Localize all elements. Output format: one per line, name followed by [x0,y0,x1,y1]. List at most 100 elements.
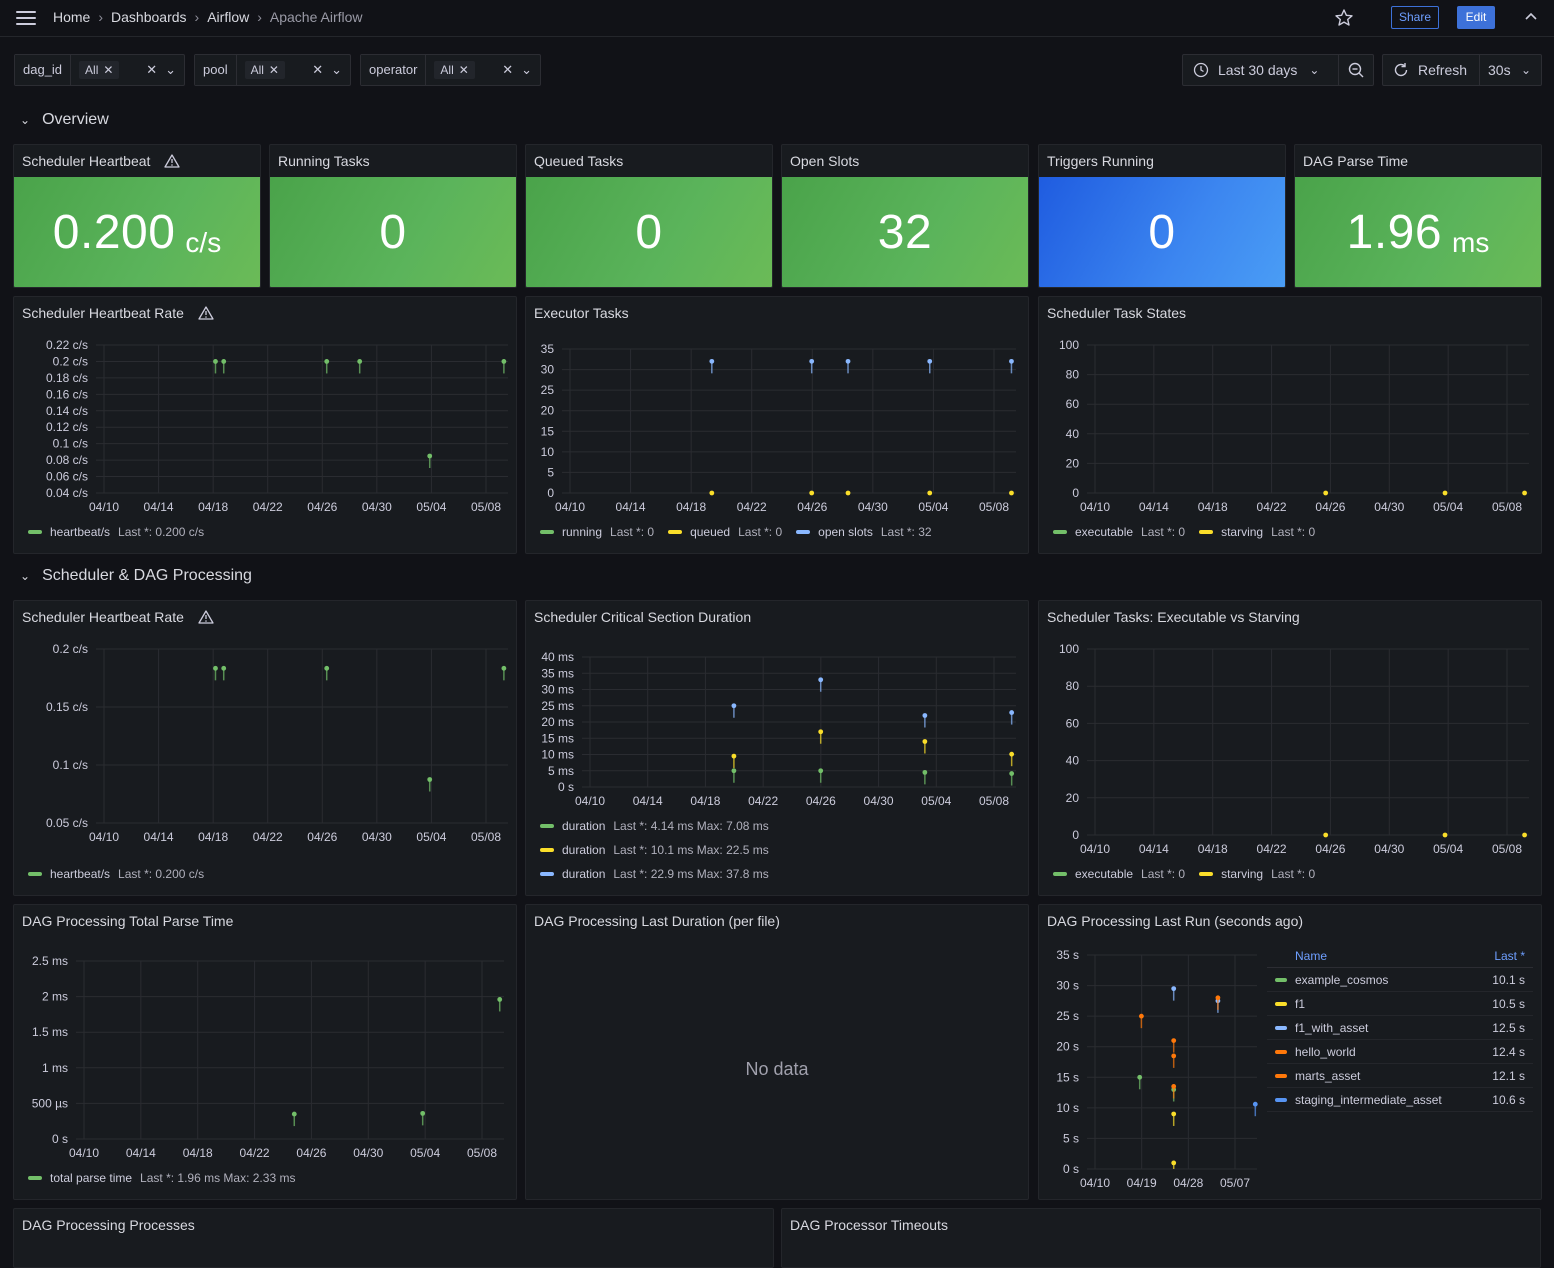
breadcrumb-dashboards[interactable]: Dashboards [111,9,187,25]
legend-last-header[interactable]: Last * [1494,949,1525,963]
y-tick-label: 2.5 ms [32,954,68,968]
x-tick-label: 05/08 [1492,842,1522,856]
panel-starv[interactable]: Scheduler Tasks: Executable vs Starving 0… [1038,600,1542,896]
y-tick-label: 25 [541,383,555,397]
row-overview[interactable]: ⌄ Overview [20,111,109,129]
stat-panel-triggers-running[interactable]: Triggers Running 0 [1038,144,1286,288]
stat-panel-scheduler-heartbeat[interactable]: Scheduler Heartbeat 0.200 c/s [13,144,261,288]
legend-swatch [540,824,554,828]
panel-dag-timeouts[interactable]: DAG Processor Timeouts [781,1208,1541,1268]
variable-pool[interactable]: pool All ✕ ✕ ⌄ [194,54,351,86]
chevron-up-icon[interactable] [1524,10,1538,24]
x-tick-label: 04/22 [1257,842,1287,856]
no-data-message: No data [745,1059,809,1079]
row-scheduler[interactable]: ⌄ Scheduler & DAG Processing [20,567,252,585]
legend-row[interactable]: example_cosmos 10.1 s [1267,968,1533,992]
chevron-down-icon[interactable]: ⌄ [1521,63,1532,77]
chart-legend[interactable]: heartbeat/s Last *: 0.200 c/s [28,867,204,881]
breadcrumb-airflow[interactable]: Airflow [207,9,250,25]
refresh-button[interactable]: Refresh [1418,62,1468,78]
panel-title: DAG Processing Last Duration (per file) [534,913,780,929]
legend-row[interactable]: marts_asset 12.1 s [1267,1064,1533,1088]
y-tick-label: 20 s [1056,1040,1079,1054]
x-tick-label: 04/22 [240,1146,270,1160]
chart-legend[interactable]: executable Last *: 0 starving Last *: 0 [1053,525,1315,539]
warning-icon[interactable] [198,610,214,624]
warning-icon[interactable] [198,306,214,320]
legend-row[interactable]: hello_world 12.4 s [1267,1040,1533,1064]
edit-button[interactable]: Edit [1457,6,1495,29]
refresh-interval[interactable]: 30s [1488,62,1511,78]
warning-icon[interactable] [164,154,181,168]
chart-legend[interactable]: duration Last *: 22.9 ms Max: 37.8 ms [540,867,769,881]
refresh-icon[interactable] [1393,62,1409,78]
variable-chip[interactable]: All ✕ [244,61,285,79]
panel-hb2[interactable]: Scheduler Heartbeat Rate 0.05 c/s 0.1 c/s 0… [13,600,517,896]
y-tick-label: 30 s [1056,979,1079,993]
y-tick-label: 15 [541,424,555,438]
zoom-out-icon[interactable] [1348,62,1364,78]
chart-legend[interactable]: duration Last *: 4.14 ms Max: 7.08 ms [540,819,769,833]
variable-dag-id[interactable]: dag_id All ✕ ✕ ⌄ [14,54,185,86]
x-tick-label: 04/22 [253,830,283,844]
time-range-picker[interactable]: Last 30 days ⌄ [1182,54,1374,86]
chart-svg: 0 s 5 ms 10 ms 15 ms 20 ms 25 ms 30 ms 35 ms 40 … [541,650,1016,808]
legend-name-header[interactable]: Name [1295,949,1328,963]
clear-icon[interactable]: ✕ [312,62,324,77]
chart-legend[interactable]: duration Last *: 10.1 ms Max: 22.5 ms [540,843,769,857]
chevron-down-icon: ⌄ [20,113,31,127]
series-name: duration [562,867,606,881]
stat-panel-queued-tasks[interactable]: Queued Tasks 0 [525,144,773,288]
stat-panel-dag-parse-time[interactable]: DAG Parse Time 1.96 ms [1294,144,1542,288]
chart-svg: 0.05 c/s 0.1 c/s 0.15 c/s 0.2 c/s 04/10 04/14… [46,642,508,844]
panel-title: Scheduler Task States [1047,305,1187,321]
stat-unit: ms [1452,227,1490,258]
legend-row[interactable]: f1_with_asset 12.5 s [1267,1016,1533,1040]
menu-icon[interactable] [16,11,36,25]
chart-legend[interactable]: total parse time Last *: 1.96 ms Max: 2.3… [28,1171,295,1185]
legend-swatch [1053,530,1067,534]
x-tick-label: 04/10 [89,830,119,844]
clear-icon[interactable]: ✕ [146,62,158,77]
y-tick-label: 0.2 c/s [53,354,88,368]
chevron-down-icon[interactable]: ⌄ [521,62,532,77]
stat-panel-running-tasks[interactable]: Running Tasks 0 [269,144,517,288]
data-point [731,703,737,709]
legend-row[interactable]: f1 10.5 s [1267,992,1533,1016]
x-tick-label: 04/10 [69,1146,99,1160]
data-point [221,359,227,364]
panel-dag-processes[interactable]: DAG Processing Processes [13,1208,774,1268]
y-tick-label: 0.2 c/s [53,642,88,656]
y-tick-label: 0 [1072,828,1079,842]
chevron-down-icon[interactable]: ⌄ [331,62,342,77]
panel-hb1[interactable]: Scheduler Heartbeat Rate 0.04 c/s 0.06 c/s… [13,296,517,554]
panel-dag-last-duration[interactable]: DAG Processing Last Duration (per file) … [525,904,1029,1200]
panel-states[interactable]: Scheduler Task States 0 20 40 60 80 100 04/10 04… [1038,296,1542,554]
data-point [1171,1084,1177,1089]
legend-row[interactable]: staging_intermediate_asset 10.6 s [1267,1088,1533,1112]
panel-exec[interactable]: Executor Tasks 0 5 10 15 20 25 30 35 04/10 04/14 04… [525,296,1029,554]
series-name: example_cosmos [1295,972,1389,987]
data-point [1442,832,1448,838]
panel-crit[interactable]: Scheduler Critical Section Duration 0 s 5 … [525,600,1029,896]
panel-parse[interactable]: DAG Processing Total Parse Time 0 s 500 µs… [13,904,517,1200]
x-tick-label: 04/14 [144,830,174,844]
breadcrumb-home[interactable]: Home [53,9,91,25]
y-tick-label: 25 s [1056,1009,1079,1023]
x-tick-label: 04/26 [806,794,836,808]
panel-lastrun[interactable]: DAG Processing Last Run (seconds ago) 0 s… [1038,904,1542,1200]
chart-legend[interactable]: executable Last *: 0 starving Last *: 0 [1053,867,1315,881]
star-icon[interactable] [1334,8,1354,28]
variable-operator[interactable]: operator All ✕ ✕ ⌄ [360,54,541,86]
stat-value-area: 32 [782,177,1028,287]
series-last: 12.4 s [1492,1044,1525,1059]
clear-icon[interactable]: ✕ [502,62,514,77]
chart-legend[interactable]: heartbeat/s Last *: 0.200 c/s [28,525,204,539]
chart-legend[interactable]: running Last *: 0 queued Last *: 0 open slot… [540,525,932,539]
variable-chip[interactable]: All ✕ [434,61,475,79]
refresh-picker[interactable]: Refresh 30s ⌄ [1382,54,1542,86]
chevron-down-icon[interactable]: ⌄ [165,62,176,77]
stat-panel-open-slots[interactable]: Open Slots 32 [781,144,1029,288]
variable-chip[interactable]: All ✕ [79,61,120,79]
share-button[interactable]: Share [1391,6,1439,29]
